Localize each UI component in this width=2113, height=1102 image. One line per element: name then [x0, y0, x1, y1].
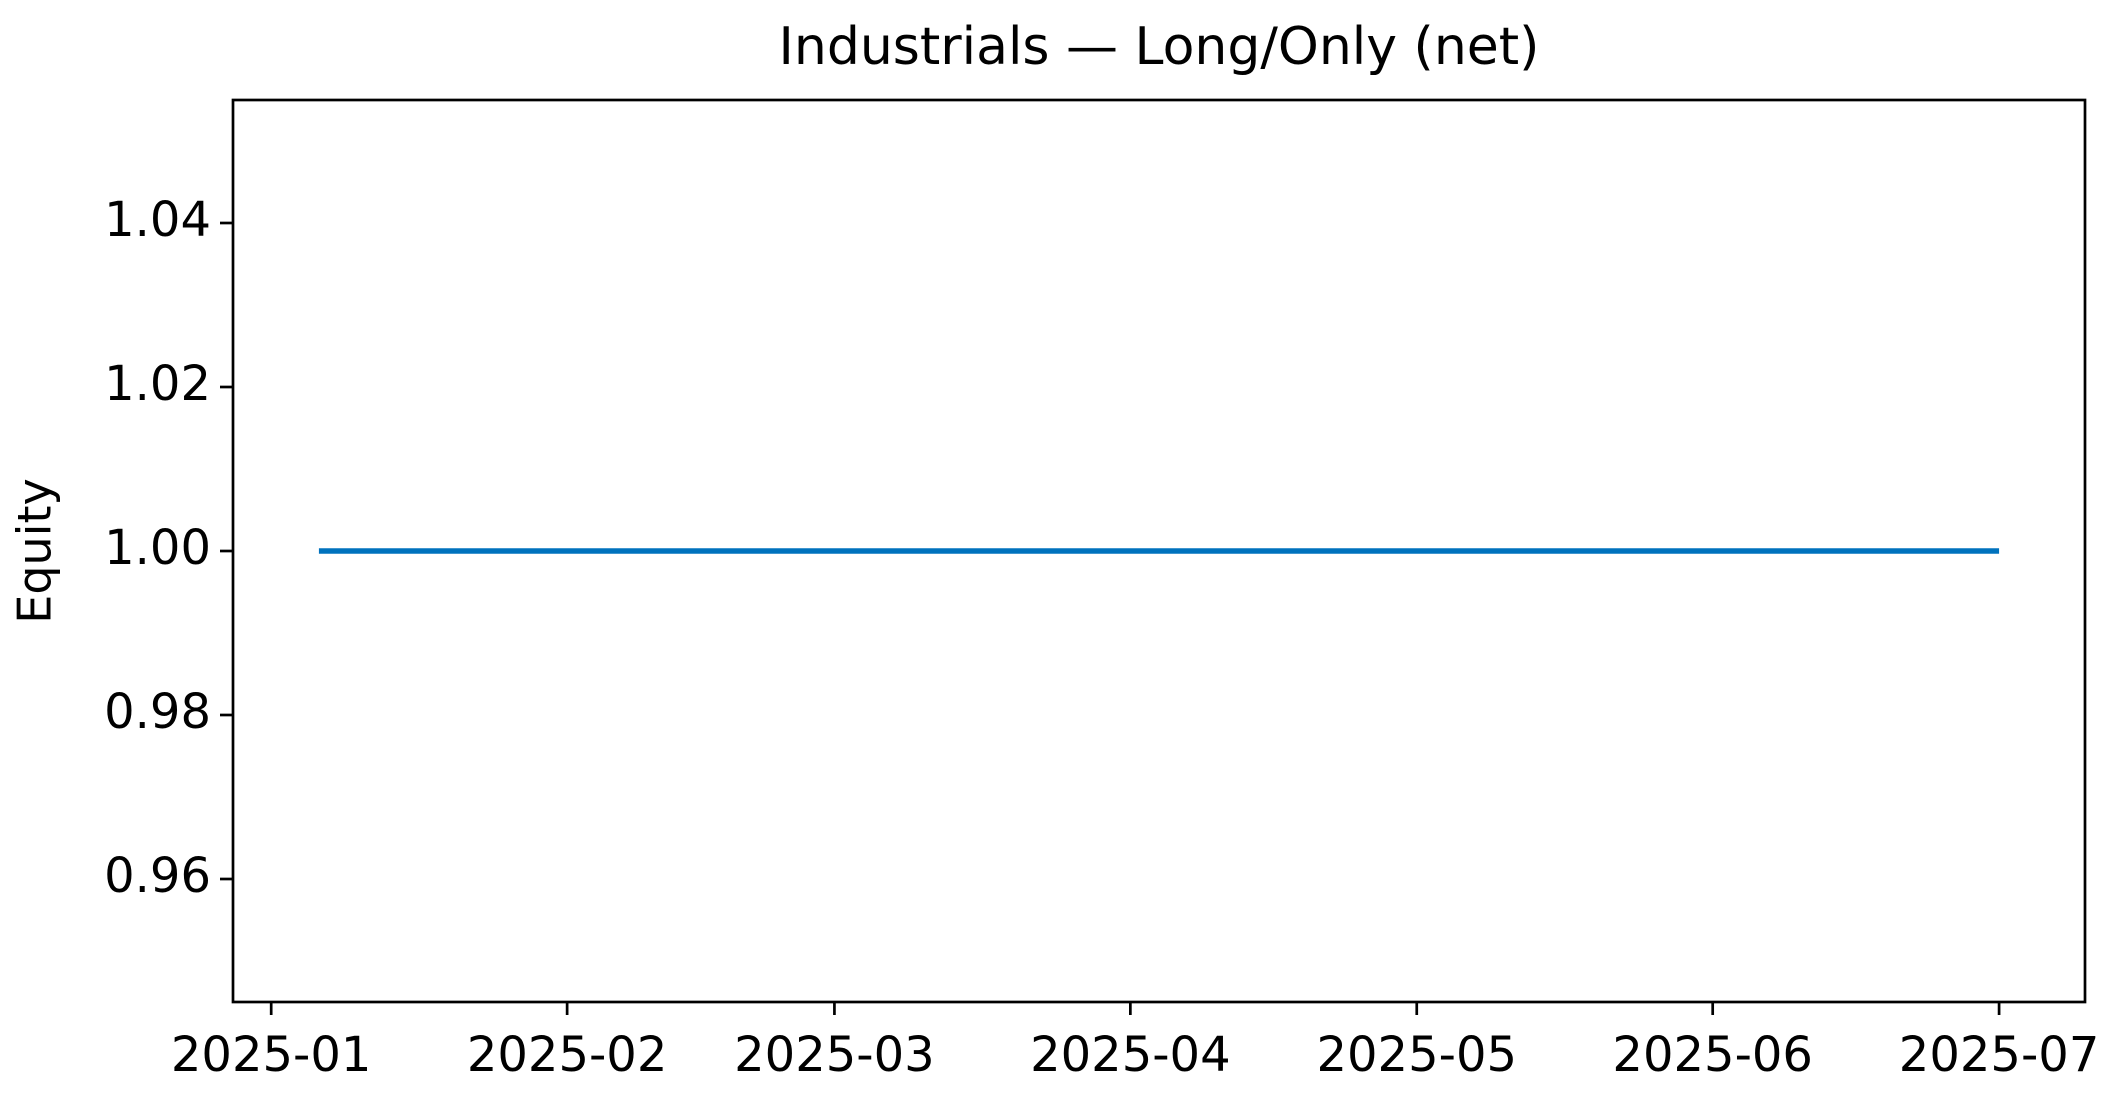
chart-title: Industrials — Long/Only (net): [779, 17, 1540, 77]
y-tick-label: 0.98: [104, 684, 211, 740]
x-tick-label: 2025-07: [1899, 1027, 2100, 1083]
y-axis-label: Equity: [8, 478, 62, 623]
plot-frame: [231, 98, 2087, 1004]
x-tick-label: 2025-02: [467, 1027, 668, 1083]
x-tick-label: 2025-04: [1030, 1027, 1231, 1083]
x-tick-label: 2025-06: [1612, 1027, 1813, 1083]
y-tick-label: 1.02: [104, 356, 211, 412]
y-tick-label: 0.96: [104, 848, 211, 904]
x-tick-label: 2025-03: [734, 1027, 935, 1083]
x-tick-label: 2025-05: [1316, 1027, 1517, 1083]
x-tick-label: 2025-01: [171, 1027, 372, 1083]
y-tick-label: 1.04: [104, 192, 211, 248]
y-tick-label: 1.00: [104, 520, 211, 576]
